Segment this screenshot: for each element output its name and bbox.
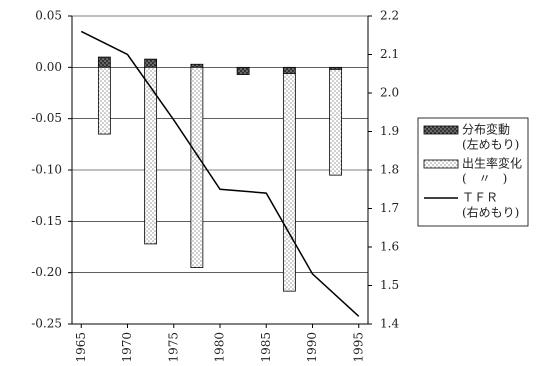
- x-tick-label: 1980: [213, 332, 227, 363]
- y-tick-label: -0.20: [31, 265, 62, 279]
- bar-segment: [97, 66, 111, 135]
- bar-segment: [236, 66, 250, 75]
- legend-label: 分布変動: [462, 122, 510, 137]
- bar-segment: [144, 58, 158, 68]
- legend-note: (左めもり): [462, 137, 519, 152]
- legend-note: (右めもり): [462, 205, 519, 220]
- bar-segment: [97, 56, 111, 68]
- bar-segment: [190, 63, 204, 68]
- bar-segment: [282, 66, 296, 74]
- x-tick-label: 1990: [305, 332, 319, 363]
- y2-tick-label: 1.5: [380, 278, 399, 292]
- y2-tick-label: 1.9: [380, 124, 399, 138]
- y-tick-label: 0.00: [35, 60, 62, 74]
- bar-segment: [144, 66, 158, 245]
- legend-symbol: [423, 125, 459, 135]
- bar-segment: [282, 73, 296, 292]
- x-tick-label: 1975: [166, 332, 180, 363]
- y2-tick-label: 2.2: [380, 9, 399, 23]
- x-tick-label: 1970: [120, 332, 134, 363]
- legend-label: 出生率変化: [462, 156, 522, 171]
- tfr-line: [80, 30, 360, 317]
- y-tick-label: 0.05: [35, 9, 62, 23]
- legend-symbol: [423, 159, 459, 169]
- bar-segment: [190, 66, 204, 268]
- y2-tick-label: 1.8: [380, 163, 399, 177]
- x-tick-label: 1995: [351, 332, 365, 363]
- y-tick-label: -0.05: [31, 111, 62, 125]
- y-tick-label: -0.25: [31, 317, 62, 331]
- x-tick-label: 1965: [74, 332, 88, 363]
- y2-tick-label: 1.4: [380, 317, 399, 331]
- y2-tick-label: 2.1: [380, 47, 399, 61]
- bar-segment: [329, 68, 343, 176]
- legend-box: [417, 117, 529, 227]
- y2-tick-label: 1.7: [380, 201, 399, 215]
- y-tick-label: -0.15: [31, 214, 62, 228]
- legend-label: ＴＦＲ: [462, 191, 498, 205]
- y-tick-label: -0.10: [31, 163, 62, 177]
- legend-note: ( 〃 ): [462, 172, 507, 186]
- x-tick-label: 1985: [259, 332, 273, 363]
- y2-tick-label: 1.6: [380, 240, 399, 254]
- y2-tick-label: 2.0: [380, 86, 399, 100]
